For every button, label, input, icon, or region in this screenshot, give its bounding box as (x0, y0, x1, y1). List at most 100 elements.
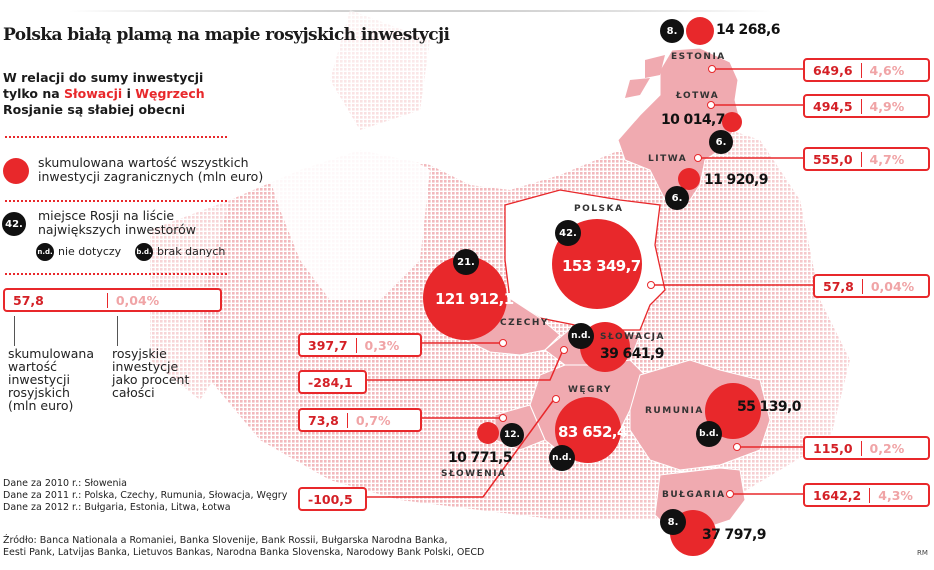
legend-bd-badge: b.d. (135, 243, 153, 261)
slowenia-value-box: 73,8 0,7% (298, 408, 422, 432)
litwa-percent: 4,7% (869, 151, 905, 167)
legend-circle-label-1: skumulowana wartość wszystkich (38, 155, 249, 170)
czechy-rank-badge: 21. (453, 249, 479, 275)
slowenia-rank-badge: 12. (500, 423, 524, 447)
subtitle-line-1: W relacji do sumy inwestycji (3, 70, 204, 85)
subtitle-text: i (122, 86, 136, 101)
estonia-pin (708, 65, 716, 73)
wegry-value-box: -100,5 (298, 487, 367, 511)
polska-percent: 0,04% (870, 278, 915, 294)
polska-pin (647, 281, 655, 289)
litwa-russian-value: 555,0 (813, 151, 853, 167)
czechy-value-box: 397,7 0,3% (298, 333, 422, 357)
source-note: Źródło: Banca Nationala a Romaniei, Bank… (3, 535, 484, 559)
slowacja-russian-value: -284,1 (308, 374, 353, 390)
text-line: Źródło: Banca Nationala a Romaniei, Bank… (3, 535, 448, 546)
separator (860, 440, 862, 456)
subtitle-line-2: tylko na Słowacji i Węgrzech (3, 86, 205, 102)
separator (869, 487, 871, 503)
separator (346, 412, 348, 428)
legend-rank-label-1: miejsce Rosji na liście (38, 208, 175, 223)
text-line: (mln euro) (8, 398, 74, 413)
legend-circle-icon (3, 158, 29, 184)
estonia-russian-value: 649,6 (813, 62, 853, 78)
lotwa-rank-badge: 6. (709, 130, 733, 154)
rumunia-percent: 0,2% (869, 440, 905, 456)
slowacja-value-box: -284,1 (298, 370, 367, 394)
bulgaria-label: BUŁGARIA (662, 490, 726, 500)
legend-rank-label: miejsce Rosji na liście największych inw… (38, 209, 196, 237)
lotwa-value-box: 494,5 4,9% (803, 94, 930, 118)
legend-example-percent: 0,04% (115, 292, 160, 308)
estonia-percent: 4,6% (869, 62, 905, 78)
text-line: inwestycji (8, 372, 70, 387)
separator (860, 151, 862, 167)
bulgaria-rank-badge: 8. (660, 509, 686, 535)
legend-rank-label-2: największych inwestorów (38, 222, 197, 237)
czechy-pin (499, 339, 507, 347)
wegry-rank-badge: n.d. (549, 445, 575, 471)
text-line: rosyjskie (112, 346, 167, 361)
estonia-circle (686, 17, 714, 45)
separator (861, 278, 863, 294)
bulgaria-percent: 4,3% (878, 487, 913, 503)
polska-value-box: 57,8 0,04% (813, 274, 930, 298)
separator (355, 337, 357, 353)
czechy-russian-value: 397,7 (308, 337, 348, 353)
legend-nd-label: nie dotyczy (58, 245, 122, 258)
legend-example-value: 57,8 (13, 292, 44, 308)
legend-divider (5, 200, 227, 202)
legend-rank-badge: 42. (2, 212, 26, 236)
wegry-pin (552, 395, 560, 403)
czechy-percent: 0,3% (364, 337, 400, 353)
legend-pointer-line (117, 316, 118, 346)
slowenia-russian-value: 73,8 (308, 412, 339, 428)
legend-percent-explanation: rosyjskie inwestycje jako procent całośc… (112, 347, 189, 399)
polska-russian-value: 57,8 (823, 278, 854, 294)
text-line: wartość (8, 359, 57, 374)
text-line: jako procent (112, 372, 190, 387)
litwa-value-box: 555,0 4,7% (803, 147, 930, 171)
polska-rank-badge: 42. (555, 220, 581, 246)
subtitle-line-3: Rosjanie są słabiej obecni (3, 102, 186, 117)
lotwa-label: ŁOTWA (676, 91, 720, 101)
text-line: skumulowana (8, 346, 94, 361)
legend-circle-label: skumulowana wartość wszystkich inwestycj… (38, 156, 263, 184)
legend-nd-badge: n.d. (36, 243, 54, 261)
rumunia-value-box: 115,0 0,2% (803, 436, 930, 460)
bulgaria-pin (726, 490, 734, 498)
estonia-value-box: 649,6 4,6% (803, 58, 930, 82)
slowenia-total: 10 771,5 (448, 450, 512, 466)
legend-pointer-line (14, 316, 15, 346)
slowacja-rank-badge: n.d. (568, 323, 594, 349)
lotwa-total: 10 014,7 (661, 112, 725, 128)
text-line: Dane za 2012 r.: Bułgaria, Estonia, Litw… (3, 502, 231, 513)
legend-divider (5, 136, 227, 138)
text-line: Eesti Pank, Latvijas Banka, Lietuvos Ban… (3, 547, 485, 558)
lotwa-pin (707, 101, 715, 109)
legend-circle-label-2: inwestycji zagranicznych (mln euro) (38, 169, 264, 184)
legend-value-explanation: skumulowana wartość inwestycji rosyjskic… (8, 347, 94, 412)
litwa-label: LITWA (648, 154, 688, 164)
highlight-hungary: Węgrzech (135, 86, 205, 101)
bulgaria-russian-value: 1642,2 (813, 487, 862, 503)
rumunia-pin (733, 443, 741, 451)
bulgaria-value-box: 1642,2 4,3% (803, 483, 930, 507)
data-years-note: Dane za 2010 r.: Słowenia Dane za 2011 r… (3, 478, 287, 514)
text-line: Dane za 2011 r.: Polska, Czechy, Rumunia… (3, 490, 288, 501)
text-line: rosyjskich (8, 385, 70, 400)
text-line: całości (112, 385, 155, 400)
estonia-rank-badge: 8. (660, 19, 684, 43)
polska-label: POLSKA (574, 204, 624, 214)
bulgaria-total: 37 797,9 (702, 527, 766, 543)
separator (106, 292, 108, 308)
lotwa-percent: 4,9% (869, 98, 905, 114)
highlight-slovakia: Słowacji (64, 86, 123, 101)
subtitle-text: tylko na (3, 86, 65, 101)
rumunia-rank-badge: b.d. (696, 421, 722, 447)
separator (860, 98, 862, 114)
text-line: Dane za 2010 r.: Słowenia (3, 478, 127, 489)
rumunia-total: 55 139,0 (737, 399, 801, 415)
litwa-circle (678, 168, 700, 190)
lotwa-circle (722, 112, 742, 132)
